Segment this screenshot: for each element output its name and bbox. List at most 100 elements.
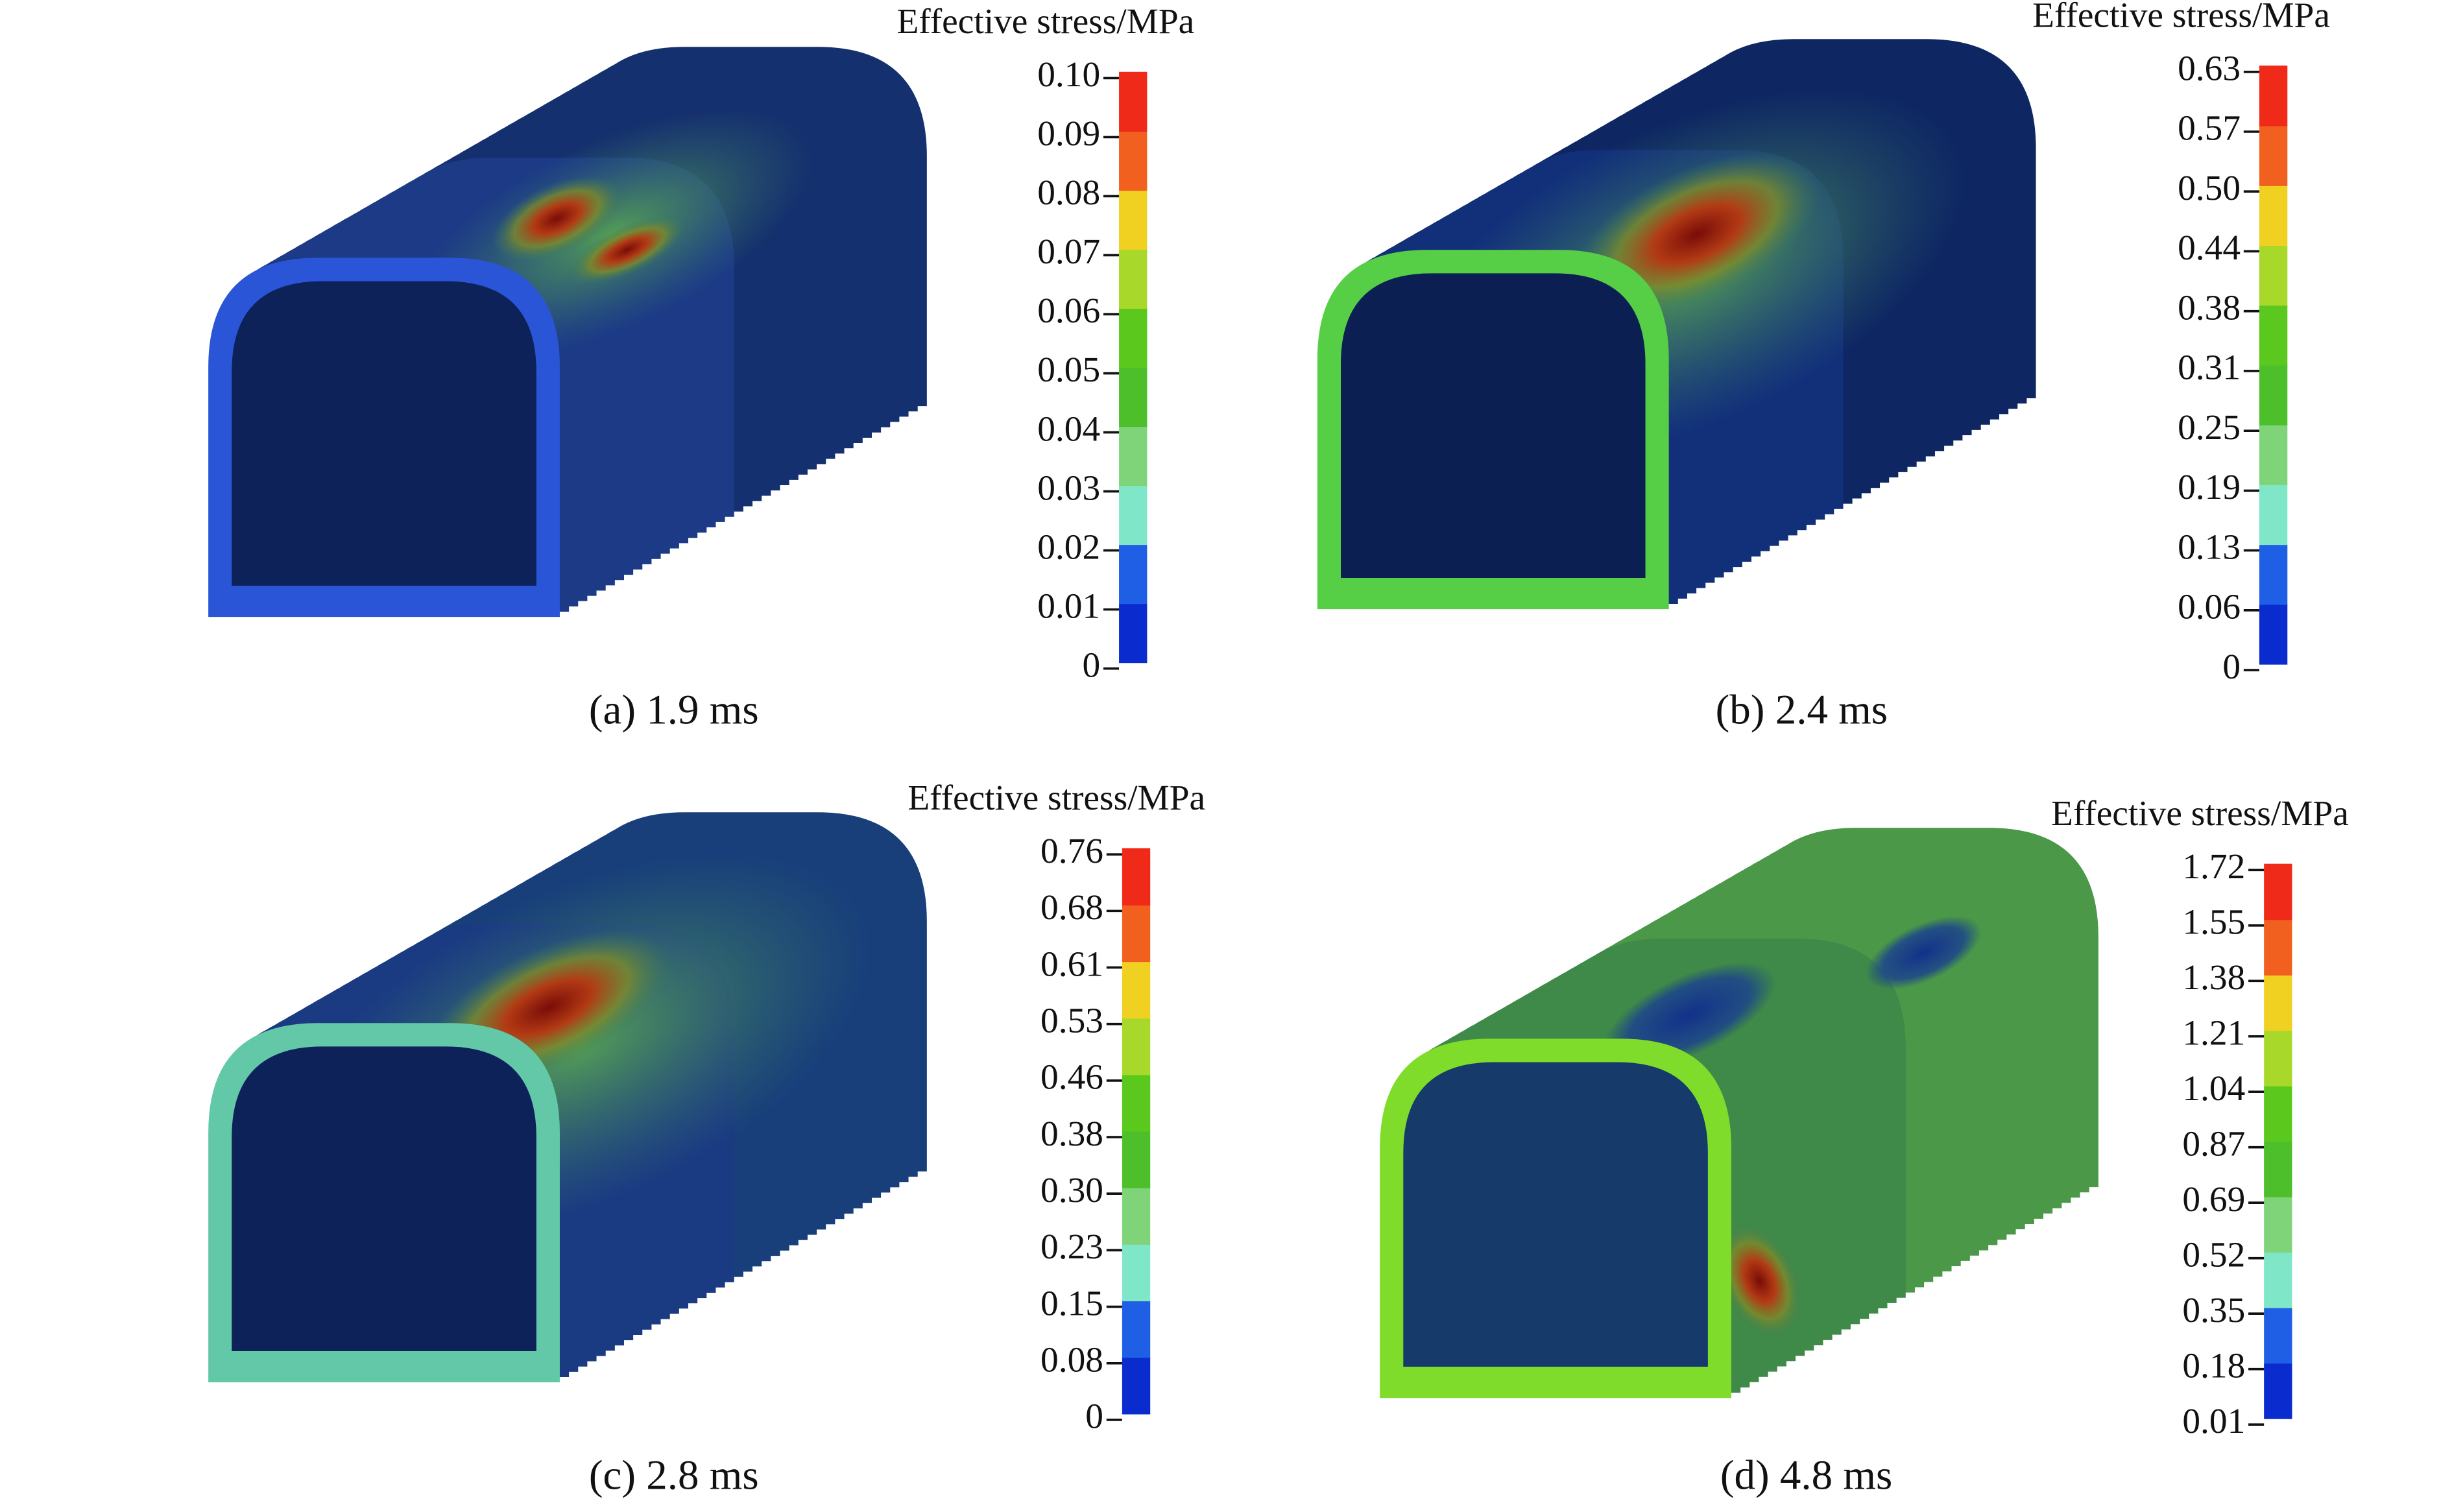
tunnel-opening	[232, 1046, 536, 1351]
colorbar-tick-label: 0.04	[1037, 409, 1100, 448]
stress-region	[569, 216, 685, 284]
colorbar-tick-label: 0.01	[1037, 586, 1100, 625]
colorbar-tick-label: 1.04	[2182, 1068, 2245, 1108]
colorbar-band	[1122, 848, 1151, 906]
colorbar-band	[2259, 544, 2288, 605]
colorbar-tick-label: 0	[1085, 1397, 1103, 1436]
colorbar-band	[1122, 1074, 1151, 1132]
colorbar-band	[2259, 185, 2288, 246]
colorbar-tick-label: 0.19	[2178, 467, 2241, 507]
colorbar-band	[1122, 1187, 1151, 1245]
colorbar-tick-label: 0.05	[1037, 350, 1100, 389]
colorbar-band	[1122, 904, 1151, 963]
colorbar-tick-label: 0.01	[2182, 1401, 2245, 1441]
colorbar-tick-label: 0.35	[2182, 1290, 2245, 1330]
colorbar-tick-label: 0.50	[2178, 168, 2241, 208]
colorbar-band	[1119, 189, 1148, 250]
colorbar-band	[1119, 248, 1148, 309]
colorbar-tick-label: 0.03	[1037, 468, 1100, 507]
colorbar-tick-label: 0.38	[1040, 1114, 1103, 1153]
colorbar-band	[2264, 863, 2292, 920]
colorbar-tick-label: 0.68	[1040, 887, 1103, 927]
colorbar-band	[2259, 125, 2288, 186]
colorbar-band	[1119, 544, 1148, 605]
colorbar-band	[2259, 66, 2288, 126]
colorbar-band	[1122, 1018, 1151, 1075]
colorbar-tick-label: 0	[1082, 645, 1100, 684]
colorbar-band	[2264, 919, 2292, 976]
colorbar-band	[2259, 305, 2288, 366]
panel	[1317, 39, 2036, 610]
colorbar-band	[2264, 1030, 2292, 1086]
stress-region	[1715, 1221, 1804, 1340]
colorbar-band	[1119, 307, 1148, 368]
colorbar-band	[1119, 426, 1148, 486]
colorbar-band	[1122, 1243, 1151, 1302]
colorbar-tick-label: 0.61	[1040, 944, 1103, 983]
colorbar-tick-label: 0.13	[2178, 527, 2241, 566]
colorbar-tick-label: 0.06	[1037, 291, 1100, 330]
colorbar-tick-label: 0.52	[2182, 1234, 2245, 1274]
colorbar-band	[2264, 1363, 2292, 1419]
colorbar-tick-label: 0.08	[1040, 1339, 1103, 1379]
colorbar-tick-label: 0.09	[1037, 114, 1100, 153]
colorbar-tick-label: 1.38	[2182, 957, 2245, 997]
colorbar-band	[2264, 1307, 2292, 1364]
colorbar-tick-label: 1.55	[2182, 902, 2245, 941]
colorbar-band	[2259, 604, 2288, 665]
panel-caption: (a) 1.9 ms	[589, 686, 759, 733]
colorbar-tick-label: 1.21	[2182, 1013, 2245, 1052]
colorbar-tick-label: 0.07	[1037, 232, 1100, 271]
colorbar-tick-label: 0.30	[1040, 1170, 1103, 1210]
colorbar-band	[2259, 365, 2288, 426]
colorbar-tick-label: 0.57	[2178, 108, 2241, 148]
colorbar-tick-label: 0.08	[1037, 173, 1100, 212]
colorbar-tick-label: 0.63	[2178, 48, 2241, 88]
panel-caption: (d) 4.8 ms	[1720, 1452, 1892, 1498]
colorbar-tick-label: 0.53	[1040, 1000, 1103, 1040]
colorbar-band	[1119, 366, 1148, 427]
colorbar-tick-label: 0.87	[2182, 1123, 2245, 1163]
colorbar-tick-label: 0.02	[1037, 527, 1100, 566]
tunnel-opening	[1340, 273, 1646, 578]
colorbar-band	[1119, 485, 1148, 546]
tunnel-opening	[1403, 1062, 1708, 1367]
colorbar-tick-label: 0.06	[2178, 587, 2241, 627]
colorbar-band	[1119, 603, 1148, 664]
colorbar-tick-label: 1.72	[2182, 846, 2245, 886]
colorbar-title: Effective stress/MPa	[907, 778, 1205, 817]
colorbar-tick-label: 0.44	[2178, 228, 2241, 267]
colorbar-tick-label: 0.10	[1037, 54, 1100, 94]
panel	[208, 47, 927, 618]
colorbar-band	[2264, 1252, 2292, 1308]
colorbar-band	[1122, 1300, 1151, 1358]
colorbar-tick-label: 0	[2222, 647, 2241, 686]
colorbar-band	[1119, 71, 1148, 132]
colorbar-title: Effective stress/MPa	[2032, 0, 2330, 35]
colorbar-title: Effective stress/MPa	[896, 1, 1194, 41]
colorbar-band	[2264, 1141, 2292, 1197]
colorbar-band	[1122, 1131, 1151, 1188]
colorbar-tick-label: 0.76	[1040, 831, 1103, 870]
colorbar-tick-label: 0.31	[2178, 348, 2241, 387]
stress-region	[491, 175, 622, 262]
stress-region	[1865, 916, 1982, 990]
colorbar-tick-label: 0.15	[1040, 1283, 1103, 1323]
colorbar-tick-label: 0.69	[2182, 1179, 2245, 1219]
colorbar-tick-label: 0.25	[2178, 407, 2241, 447]
colorbar-band	[1122, 961, 1151, 1019]
colorbar-tick-label: 0.38	[2178, 287, 2241, 327]
panel-caption: (b) 2.4 ms	[1716, 686, 1888, 733]
colorbar-band	[1122, 1357, 1151, 1415]
colorbar-band	[2259, 245, 2288, 306]
colorbar-tick-label: 0.46	[1040, 1057, 1103, 1097]
tunnel-opening	[232, 281, 536, 586]
panel	[208, 812, 927, 1383]
colorbar-band	[2259, 484, 2288, 546]
panel-caption: (c) 2.8 ms	[589, 1452, 759, 1498]
colorbar-band	[2259, 424, 2288, 485]
colorbar-band	[2264, 1085, 2292, 1142]
panel	[1380, 828, 2098, 1398]
colorbar-tick-label: 0.18	[2182, 1345, 2245, 1385]
